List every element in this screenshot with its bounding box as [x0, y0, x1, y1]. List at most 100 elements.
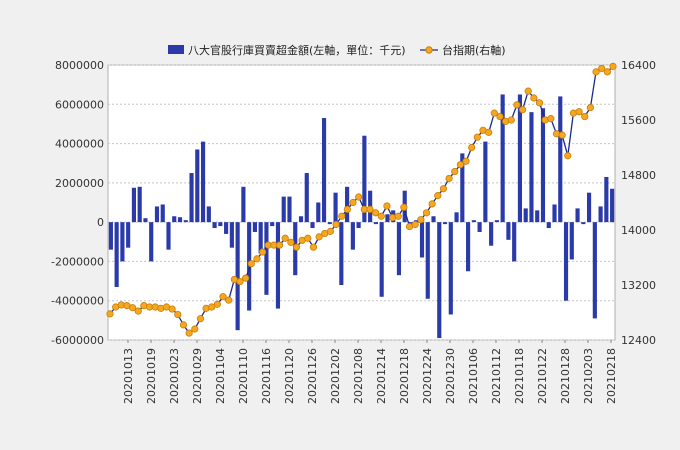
bar: [483, 141, 488, 223]
x-tick-label: 20201104: [214, 348, 227, 404]
x-tick-label: 20201126: [306, 348, 319, 404]
legend: 八大官股行庫買賣超金額(左軸，單位：千元) 台指期(右軸): [168, 43, 506, 57]
bar: [206, 206, 211, 223]
bar: [563, 222, 569, 301]
bar: [229, 222, 234, 248]
line-point: [417, 216, 425, 224]
right-tick-label: 14000: [621, 224, 656, 237]
line-point: [609, 62, 617, 70]
x-tick-label: 20201013: [122, 348, 135, 404]
line-point: [332, 220, 340, 229]
x-tick-label: 20210218: [605, 348, 618, 404]
bar: [258, 222, 263, 254]
bar: [431, 216, 436, 223]
line-point: [315, 233, 323, 241]
x-tick-label: 20210112: [490, 348, 503, 404]
line-point: [598, 64, 606, 73]
left-tick-label: -4000000: [51, 295, 104, 308]
line-point: [338, 212, 346, 220]
left-axis: 8000000 6000000 4000000 2000000 0 -2000000 -40…: [51, 59, 104, 347]
x-tick-label: 20201019: [145, 348, 158, 404]
bar: [592, 222, 597, 319]
bar: [529, 112, 534, 223]
legend-bar-label: 八大官股行庫買賣超金額(左軸，單位：千元): [188, 43, 406, 57]
left-tick-label: 8000000: [55, 59, 104, 72]
line-point: [468, 143, 476, 152]
line-point: [490, 109, 498, 117]
bar: [512, 222, 517, 262]
bar: [575, 208, 580, 223]
bar: [143, 218, 148, 223]
bar: [379, 222, 384, 297]
line-point: [196, 315, 205, 323]
bar: [477, 222, 482, 232]
left-tick-label: 6000000: [55, 98, 104, 111]
line-point: [258, 248, 267, 256]
line-point: [106, 310, 114, 318]
line-point: [185, 329, 193, 337]
line-point: [287, 238, 295, 246]
bar: [471, 220, 476, 223]
line-point: [219, 293, 227, 301]
line-point: [191, 325, 199, 333]
bar: [517, 94, 523, 223]
bar: [172, 216, 177, 223]
line-point: [292, 243, 301, 251]
bar: [333, 192, 338, 223]
bar: [304, 173, 309, 223]
legend-line-label: 台指期(右軸): [442, 43, 506, 57]
bar: [569, 222, 574, 260]
bar: [552, 204, 557, 223]
line-point: [247, 260, 255, 268]
line-point: [518, 106, 527, 114]
bar: [610, 188, 615, 223]
line-point: [513, 101, 521, 109]
right-tick-label: 12400: [621, 334, 656, 347]
line-point: [400, 203, 408, 211]
bar: [419, 222, 425, 258]
line-point: [355, 193, 363, 201]
bar: [362, 135, 367, 223]
bar: [298, 216, 304, 223]
bar: [160, 204, 165, 223]
legend-line-marker: [425, 46, 433, 54]
bar: [108, 222, 113, 250]
line-point: [445, 174, 453, 183]
line-point: [428, 200, 436, 208]
line-point: [281, 234, 289, 242]
line-point: [349, 198, 357, 207]
bar: [137, 186, 142, 223]
line-point: [586, 104, 594, 112]
left-tick-label: 4000000: [55, 138, 104, 151]
bar: [373, 222, 378, 225]
x-tick-label: 20201208: [352, 348, 365, 404]
line-point: [535, 99, 544, 107]
line-point: [564, 152, 572, 160]
line-point: [383, 202, 391, 210]
bar: [494, 220, 499, 223]
x-tick-label: 20201224: [421, 348, 434, 404]
line-point: [603, 68, 611, 76]
line-series: [106, 62, 617, 337]
bar: [212, 222, 217, 229]
bar: [425, 222, 430, 299]
line-point: [343, 205, 351, 213]
x-tick-label: 20201120: [283, 348, 296, 404]
line-point: [377, 212, 385, 220]
left-tick-label: -6000000: [51, 334, 104, 347]
line-point: [236, 277, 244, 286]
bar: [281, 196, 286, 223]
bar: [442, 222, 448, 225]
line-point: [174, 310, 182, 319]
line-point: [462, 157, 470, 165]
bar: [448, 222, 453, 315]
line-point: [575, 108, 583, 116]
line-point: [326, 227, 335, 235]
bar: [460, 153, 465, 223]
right-axis: 16400 15600 14800 14000 13200 12400: [621, 59, 656, 347]
bar: [523, 208, 528, 223]
line-point: [547, 115, 555, 123]
line-point: [507, 116, 515, 124]
x-tick-label: 20201218: [398, 348, 411, 404]
line-point: [558, 131, 566, 139]
